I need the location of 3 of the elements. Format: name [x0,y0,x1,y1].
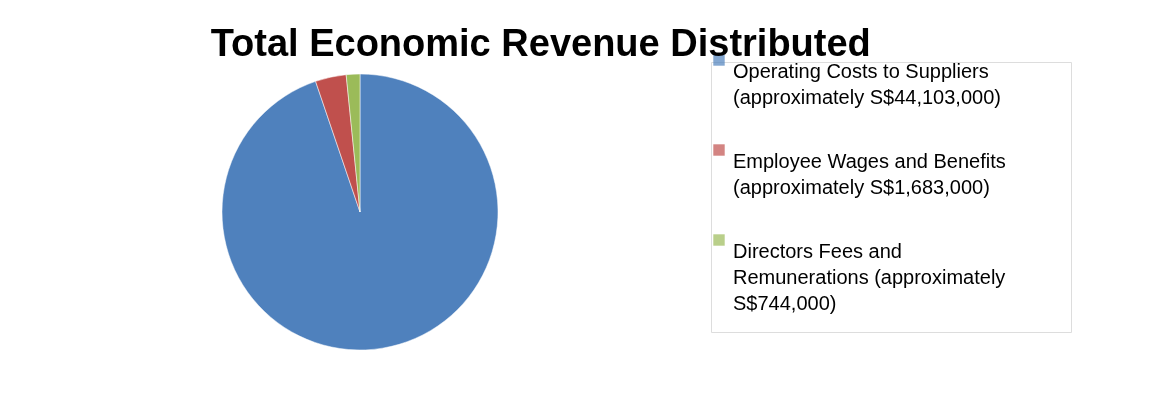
pie-slice [221,73,499,351]
legend-label: Employee Wages and Benefits (approximately S$1,683,000) [733,150,1006,198]
legend-label: Directors Fees and Remunerations (approximately S$744,000) [733,240,1006,314]
